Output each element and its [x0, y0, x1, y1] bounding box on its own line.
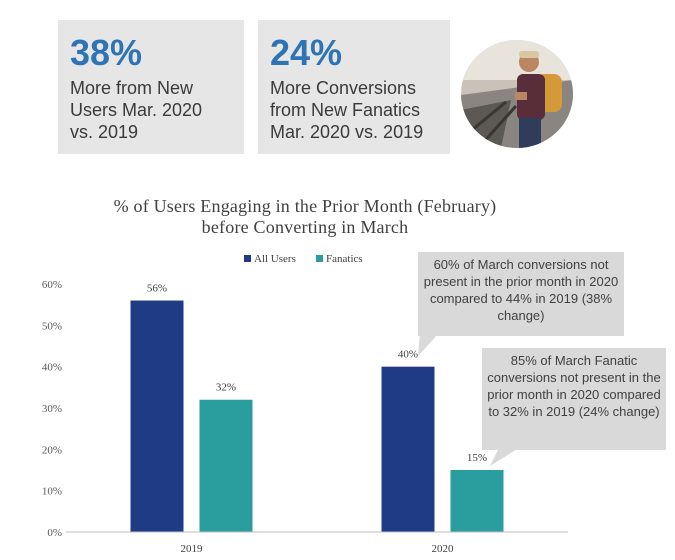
legend-swatch [244, 255, 251, 262]
chart-title: % of Users Engaging in the Prior Month (… [113, 196, 497, 237]
y-tick-label: 0% [47, 527, 62, 539]
stat-value: 24% [270, 32, 343, 73]
bar-data-label: 56% [147, 283, 167, 295]
callout-fanatics: 85% of March Fanatic conversions not pre… [482, 348, 666, 450]
y-tick-label: 20% [42, 444, 62, 456]
stat-description: More from New Users Mar. 2020 vs. 2019 [70, 78, 203, 142]
legend-swatch [316, 255, 323, 262]
y-tick-label: 40% [42, 362, 62, 374]
x-tick-label: 2019 [181, 543, 204, 555]
bar-all-users-2020 [381, 366, 435, 532]
legend-label: All Users [254, 253, 296, 265]
stat-box-new-fanatics: 24% More Conversions from New Fanatics M… [258, 20, 450, 154]
y-axis: 0% 10% 20% 30% 40% 50% 60% [42, 279, 62, 539]
callout-all-users: 60% of March conversions not present in … [418, 252, 624, 336]
legend-label: Fanatics [326, 253, 363, 265]
bar-data-label: 32% [216, 382, 236, 394]
stat-box-new-users: 38% More from New Users Mar. 2020 vs. 20… [58, 20, 244, 154]
y-tick-label: 30% [42, 403, 62, 415]
y-tick-label: 10% [42, 486, 62, 498]
bar-data-label: 15% [467, 452, 487, 464]
stat-description: More Conversions from New Fanatics Mar. … [270, 78, 424, 142]
bar-fanatics-2019 [199, 399, 253, 532]
x-tick-label: 2020 [432, 543, 455, 555]
bar-data-label: 40% [398, 349, 418, 361]
y-tick-label: 60% [42, 279, 62, 291]
stat-value: 38% [70, 32, 143, 73]
x-axis: 2019 2020 [66, 531, 568, 555]
bar-fanatics-2020 [450, 470, 504, 532]
traveler-photo [461, 40, 573, 148]
y-tick-label: 50% [42, 320, 62, 332]
chart-legend: All Users Fanatics [244, 253, 363, 265]
bar-all-users-2019 [130, 300, 184, 532]
